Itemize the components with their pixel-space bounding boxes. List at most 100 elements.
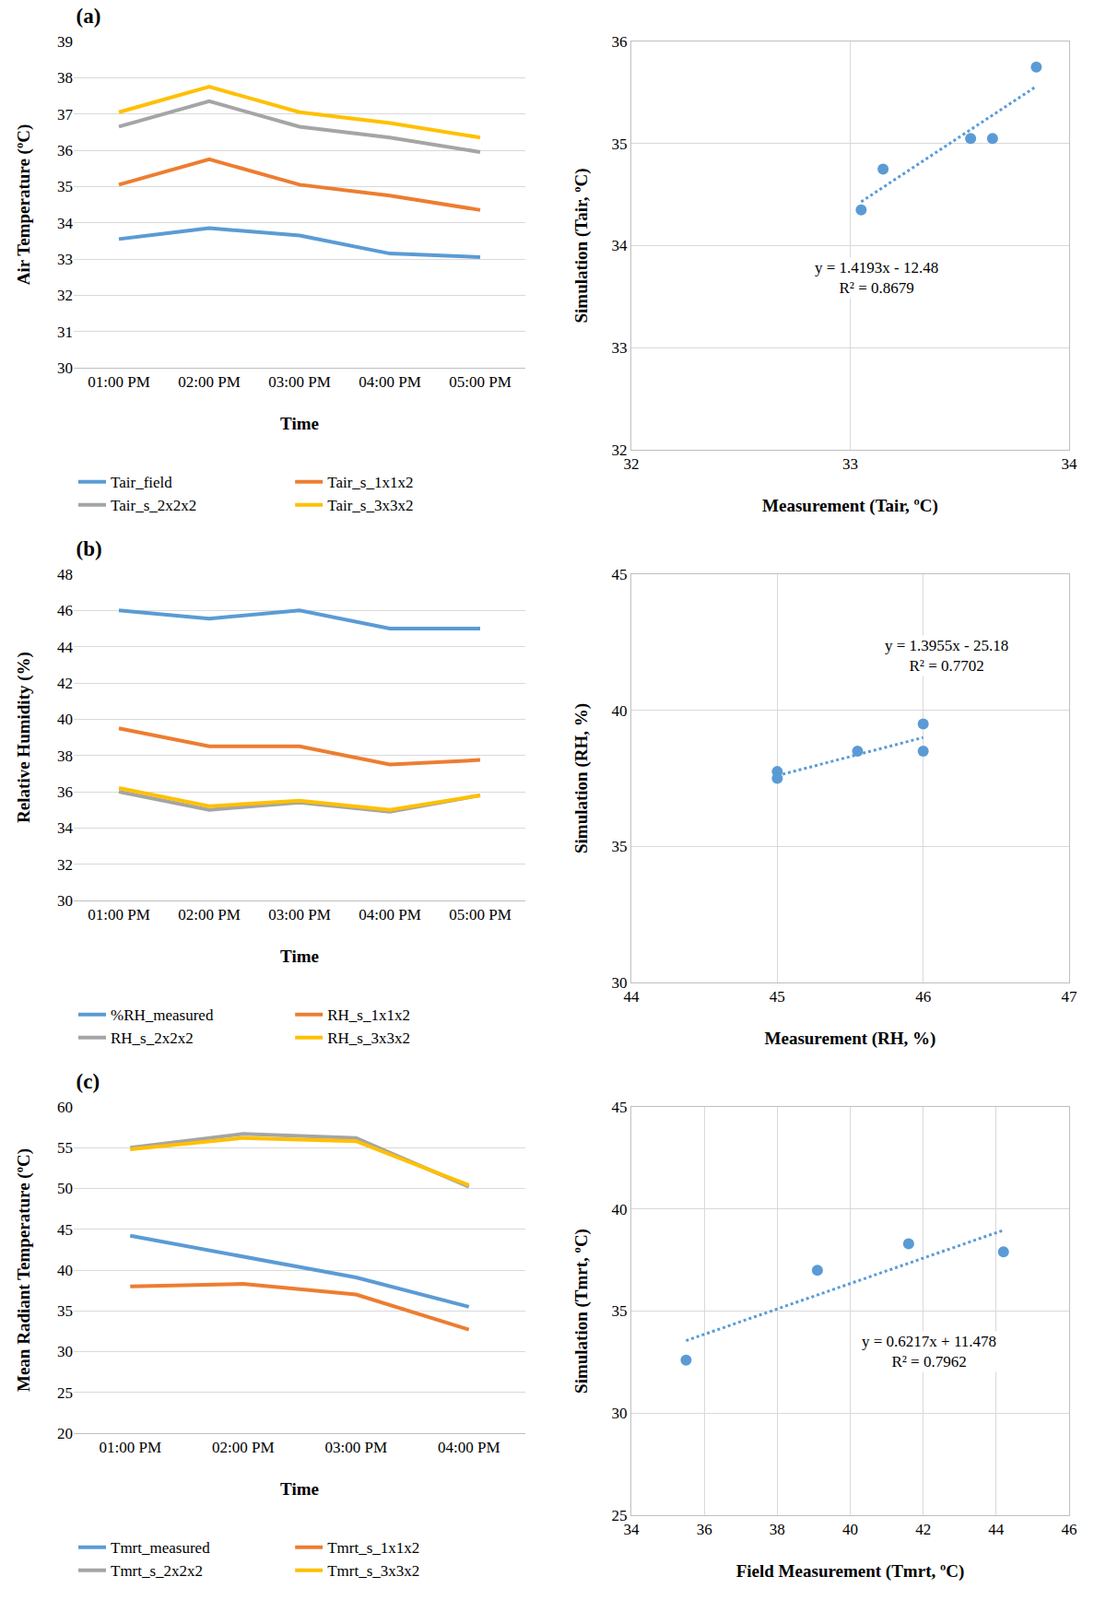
svg-text:Measurement (RH, %): Measurement (RH, %) xyxy=(764,1028,937,1049)
svg-text:32: 32 xyxy=(57,286,73,305)
svg-text:42: 42 xyxy=(57,674,73,693)
svg-text:50: 50 xyxy=(57,1179,73,1198)
svg-text:Time: Time xyxy=(280,946,319,966)
svg-text:40: 40 xyxy=(611,1200,628,1219)
svg-text:Field Measurement (Tmrt, ºC): Field Measurement (Tmrt, ºC) xyxy=(736,1561,965,1582)
svg-text:44: 44 xyxy=(623,988,641,1006)
svg-text:30: 30 xyxy=(611,974,628,992)
svg-text:02:00 PM: 02:00 PM xyxy=(177,905,241,924)
svg-text:55: 55 xyxy=(57,1139,73,1157)
svg-text:38: 38 xyxy=(57,69,73,87)
svg-text:RH_s_2x2x2: RH_s_2x2x2 xyxy=(110,1029,194,1048)
svg-text:05:00 PM: 05:00 PM xyxy=(448,905,512,924)
svg-text:y = 0.6217x + 11.478R² = 0.796: y = 0.6217x + 11.478R² = 0.7962 xyxy=(861,1332,997,1371)
svg-text:30: 30 xyxy=(57,1342,73,1361)
svg-text:36: 36 xyxy=(57,141,73,160)
svg-text:Tmrt_s_3x3x2: Tmrt_s_3x3x2 xyxy=(327,1562,420,1580)
svg-text:32: 32 xyxy=(57,856,73,874)
svg-text:30: 30 xyxy=(57,359,73,377)
svg-text:Simulation (Tmrt, ºC): Simulation (Tmrt, ºC) xyxy=(571,1228,592,1394)
svg-text:RH_s_3x3x2: RH_s_3x3x2 xyxy=(327,1029,411,1048)
svg-text:34: 34 xyxy=(623,1520,641,1539)
svg-text:34: 34 xyxy=(1061,455,1079,473)
svg-text:60: 60 xyxy=(57,1098,73,1117)
svg-text:30: 30 xyxy=(611,1404,628,1423)
svg-text:20: 20 xyxy=(57,1424,73,1443)
svg-text:36: 36 xyxy=(57,783,73,801)
svg-text:47: 47 xyxy=(1061,988,1079,1006)
svg-text:33: 33 xyxy=(57,250,73,269)
svg-text:Tair_field: Tair_field xyxy=(110,473,173,492)
svg-text:25: 25 xyxy=(611,1506,628,1525)
svg-text:46: 46 xyxy=(915,988,931,1006)
svg-text:01:00 PM: 01:00 PM xyxy=(87,905,151,924)
svg-text:Simulation (Tair, ºC): Simulation (Tair, ºC) xyxy=(571,168,592,324)
svg-text:(b): (b) xyxy=(76,537,103,561)
svg-text:40: 40 xyxy=(842,1520,859,1539)
svg-text:Air Temperature (ºC): Air Temperature (ºC) xyxy=(13,124,35,285)
svg-text:35: 35 xyxy=(611,1302,628,1320)
svg-text:Mean Radiant Temperature (ºC): Mean Radiant Temperature (ºC) xyxy=(13,1148,35,1392)
svg-text:Tmrt_measured: Tmrt_measured xyxy=(110,1539,211,1557)
svg-text:03:00 PM: 03:00 PM xyxy=(324,1438,388,1457)
svg-text:34: 34 xyxy=(57,214,74,233)
svg-text:46: 46 xyxy=(57,601,73,620)
svg-text:38: 38 xyxy=(57,747,73,765)
svg-text:40: 40 xyxy=(57,710,73,729)
svg-text:02:00 PM: 02:00 PM xyxy=(211,1438,275,1457)
svg-text:45: 45 xyxy=(769,988,786,1006)
svg-text:Time: Time xyxy=(280,413,319,434)
svg-text:(c): (c) xyxy=(76,1070,101,1094)
svg-text:32: 32 xyxy=(611,441,628,459)
svg-text:Relative Humidity (%): Relative Humidity (%) xyxy=(13,651,35,824)
svg-text:44: 44 xyxy=(57,638,74,657)
svg-text:Measurement (Tair, ºC): Measurement (Tair, ºC) xyxy=(762,495,939,517)
svg-text:35: 35 xyxy=(611,135,628,153)
svg-text:42: 42 xyxy=(915,1520,931,1539)
svg-text:48: 48 xyxy=(57,565,73,584)
svg-text:40: 40 xyxy=(57,1261,73,1280)
svg-text:01:00 PM: 01:00 PM xyxy=(87,373,151,391)
svg-text:Tair_s_2x2x2: Tair_s_2x2x2 xyxy=(110,496,197,515)
svg-text:Simulation (RH, %): Simulation (RH, %) xyxy=(571,703,592,854)
svg-text:40: 40 xyxy=(611,702,628,720)
svg-text:45: 45 xyxy=(611,565,628,584)
svg-text:30: 30 xyxy=(57,892,73,910)
svg-text:36: 36 xyxy=(611,33,628,51)
svg-text:02:00 PM: 02:00 PM xyxy=(177,373,241,391)
svg-text:04:00 PM: 04:00 PM xyxy=(358,905,422,924)
svg-text:33: 33 xyxy=(842,455,859,473)
svg-text:Tmrt_s_2x2x2: Tmrt_s_2x2x2 xyxy=(110,1562,203,1580)
svg-text:Tair_s_3x3x2: Tair_s_3x3x2 xyxy=(327,496,413,515)
svg-text:33: 33 xyxy=(611,339,628,357)
svg-text:45: 45 xyxy=(611,1098,628,1117)
svg-text:03:00 PM: 03:00 PM xyxy=(268,373,331,391)
svg-text:46: 46 xyxy=(1061,1520,1078,1539)
svg-text:34: 34 xyxy=(57,819,74,837)
svg-text:35: 35 xyxy=(611,837,628,856)
svg-text:y = 1.4193x - 12.48R² = 0.8679: y = 1.4193x - 12.48R² = 0.8679 xyxy=(814,258,939,297)
svg-text:39: 39 xyxy=(57,33,73,51)
svg-text:(a): (a) xyxy=(76,4,102,28)
svg-text:45: 45 xyxy=(57,1221,73,1239)
svg-text:Time: Time xyxy=(280,1479,319,1499)
svg-text:01:00 PM: 01:00 PM xyxy=(98,1438,162,1457)
svg-text:05:00 PM: 05:00 PM xyxy=(448,373,512,391)
svg-text:Tair_s_1x1x2: Tair_s_1x1x2 xyxy=(327,473,413,492)
svg-text:32: 32 xyxy=(623,455,640,473)
svg-text:03:00 PM: 03:00 PM xyxy=(268,905,331,924)
svg-text:34: 34 xyxy=(611,236,629,255)
svg-text:04:00 PM: 04:00 PM xyxy=(358,373,422,391)
svg-text:44: 44 xyxy=(988,1520,1005,1539)
svg-text:RH_s_1x1x2: RH_s_1x1x2 xyxy=(327,1006,411,1024)
svg-text:Tmrt_s_1x1x2: Tmrt_s_1x1x2 xyxy=(327,1539,420,1557)
svg-text:35: 35 xyxy=(57,177,73,196)
svg-text:35: 35 xyxy=(57,1302,73,1320)
svg-text:37: 37 xyxy=(57,105,74,124)
svg-text:31: 31 xyxy=(57,323,73,342)
svg-text:36: 36 xyxy=(696,1520,713,1539)
svg-text:04:00 PM: 04:00 PM xyxy=(437,1438,501,1457)
svg-text:y = 1.3955x - 25.18R² = 0.7702: y = 1.3955x - 25.18R² = 0.7702 xyxy=(884,636,1009,675)
svg-text:%RH_measured: %RH_measured xyxy=(110,1006,214,1024)
svg-text:25: 25 xyxy=(57,1384,73,1402)
